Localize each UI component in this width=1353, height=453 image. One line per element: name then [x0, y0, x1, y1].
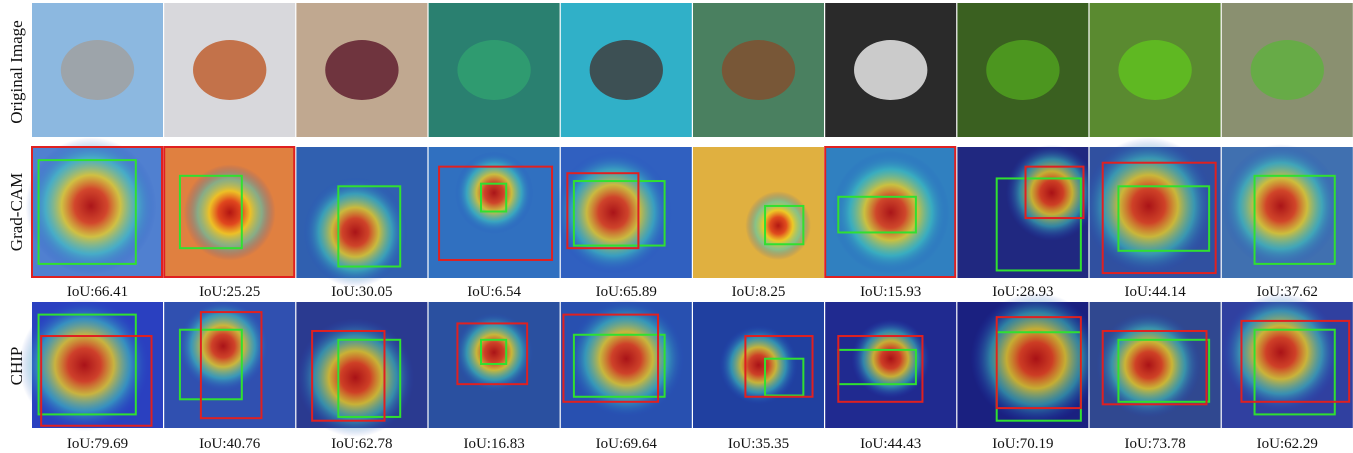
iou-label: IoU:8.25 [732, 284, 786, 300]
image-object [986, 40, 1059, 100]
image-object [61, 40, 134, 100]
heat-spot [567, 299, 685, 418]
heat-spot [554, 151, 672, 275]
iou-label: IoU:44.14 [1124, 284, 1186, 300]
heat-spot [1222, 144, 1340, 268]
heat-spot [851, 319, 930, 398]
iou-label: IoU:15.93 [860, 284, 921, 300]
image-object [193, 40, 266, 100]
heat-spot [296, 318, 414, 437]
iou-label: IoU:35.35 [728, 436, 789, 452]
heat-spot [184, 164, 276, 260]
row-label: Original Image [7, 20, 26, 123]
iou-label: IoU:62.29 [1257, 436, 1318, 452]
image-object [722, 40, 795, 100]
iou-label: IoU:70.19 [992, 436, 1053, 452]
heat-spot [455, 313, 534, 392]
iou-label: IoU:66.41 [67, 284, 128, 300]
iou-label: IoU:79.69 [67, 436, 128, 452]
image-object [325, 40, 398, 100]
iou-label: IoU:44.43 [860, 436, 921, 452]
heat-spot [745, 191, 811, 260]
image-object [457, 40, 530, 100]
image-object [854, 40, 927, 100]
iou-label: IoU:69.64 [596, 436, 658, 452]
image-object [1118, 40, 1191, 100]
iou-label: IoU:16.83 [463, 436, 524, 452]
iou-label: IoU:30.05 [331, 284, 392, 300]
iou-label: IoU:40.76 [199, 436, 261, 452]
iou-label: IoU:25.25 [199, 284, 260, 300]
image-object [590, 40, 663, 100]
heat-spot [832, 151, 950, 275]
heat-spot [719, 325, 798, 404]
iou-label: IoU:73.78 [1124, 436, 1185, 452]
image-object [1251, 40, 1324, 100]
iou-label: IoU:6.54 [467, 284, 521, 300]
iou-label: IoU:62.78 [331, 436, 392, 452]
heat-spot [455, 152, 534, 235]
heat-spot [177, 300, 269, 393]
row-label: Grad-CAM [7, 173, 26, 251]
figure: Original Image Grad-CAM CHIP IoU:66.41Io… [0, 0, 1353, 453]
heat-spot [303, 177, 408, 287]
iou-label: IoU:65.89 [596, 284, 657, 300]
heat-spot [1222, 293, 1340, 412]
